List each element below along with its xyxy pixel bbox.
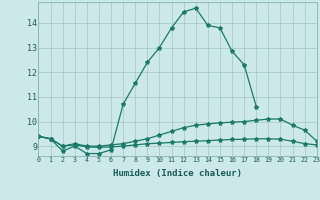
X-axis label: Humidex (Indice chaleur): Humidex (Indice chaleur) [113,169,242,178]
